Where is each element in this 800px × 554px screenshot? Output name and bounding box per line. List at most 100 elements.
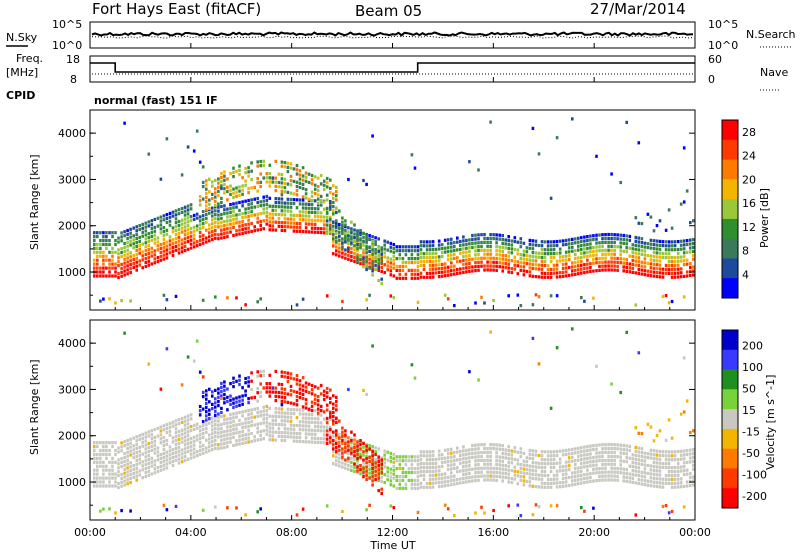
velocity-cell — [607, 462, 610, 466]
velocity-cell — [592, 479, 595, 483]
velocity-cell — [319, 413, 323, 417]
power-cell — [244, 171, 247, 175]
power-cell — [214, 199, 217, 203]
velocity-cell — [174, 446, 178, 451]
power-cell — [673, 259, 677, 264]
power-cell — [208, 223, 211, 227]
power-cell — [316, 193, 320, 197]
power-cell — [214, 178, 217, 182]
velocity-cell — [646, 463, 650, 468]
power-cell — [295, 221, 299, 225]
velocity-cell — [205, 414, 208, 418]
velocity-cell — [655, 484, 659, 489]
power-cell — [332, 233, 335, 237]
velocity-cell — [307, 382, 311, 386]
power-cell — [646, 273, 650, 277]
velocity-cell — [689, 483, 692, 488]
velocity-cell — [437, 473, 441, 477]
power-cell — [564, 262, 568, 266]
power-cell — [335, 219, 338, 223]
power-cell — [156, 224, 160, 228]
power-cell — [628, 270, 632, 274]
power-cell — [625, 250, 628, 254]
power-cell — [211, 184, 214, 188]
velocity-cell — [341, 451, 344, 455]
velocity-cell — [268, 430, 272, 434]
velocity-cell — [277, 390, 281, 395]
power-cell — [259, 164, 262, 168]
velocity-cell — [601, 462, 604, 466]
velocity-cell — [564, 460, 568, 464]
power-cell — [459, 271, 462, 275]
velocity-cell — [247, 436, 250, 440]
power-cell — [552, 267, 556, 271]
velocity-cell — [583, 481, 586, 485]
power-cell — [201, 197, 205, 201]
power-cell — [114, 262, 117, 266]
velocity-cell — [483, 450, 486, 454]
y-tick-label: 4000 — [58, 337, 86, 350]
velocity-cell — [450, 459, 453, 463]
power-cell — [223, 235, 226, 239]
velocity-cell — [268, 373, 272, 377]
velocity-cell — [229, 432, 232, 436]
power-cell — [220, 216, 223, 220]
power-heatmap-cells — [93, 117, 695, 308]
power-cell — [153, 249, 157, 253]
power-cell — [434, 271, 438, 275]
velocity-cell — [177, 418, 181, 422]
velocity-cell — [531, 465, 535, 469]
velocity-cell — [359, 447, 362, 451]
y-tick-label: 2000 — [58, 430, 86, 443]
velocity-cell — [586, 460, 589, 464]
velocity-cell — [265, 432, 269, 436]
power-cell — [468, 250, 471, 254]
velocity-cell — [304, 424, 308, 428]
velocity-cell — [192, 451, 196, 455]
velocity-cell — [186, 445, 190, 450]
velocity-cell — [640, 451, 644, 455]
velocity-cell — [177, 449, 181, 453]
power-cell — [217, 225, 220, 229]
velocity-cell — [211, 416, 214, 420]
velocity-cell — [180, 383, 184, 387]
power-cell — [232, 222, 235, 226]
power-cell — [459, 251, 462, 255]
power-cell — [344, 225, 347, 229]
velocity-cell — [292, 408, 296, 412]
power-cell — [177, 219, 181, 224]
velocity-cell — [198, 425, 202, 429]
velocity-cell — [540, 450, 544, 454]
power-cell — [574, 241, 577, 245]
power-cell — [356, 255, 359, 259]
power-cell — [437, 243, 441, 247]
power-cell — [347, 253, 350, 257]
velocity-cell — [667, 473, 671, 478]
velocity-cell — [156, 426, 160, 430]
velocity-cell — [205, 397, 208, 401]
velocity-cell — [613, 462, 616, 466]
velocity-cell — [307, 390, 311, 395]
velocity-cell — [171, 436, 175, 440]
velocity-cell — [208, 416, 211, 421]
power-cell — [589, 266, 592, 270]
velocity-cell — [271, 386, 275, 390]
velocity-cell — [625, 471, 628, 476]
velocity-cell — [465, 448, 468, 452]
power-cell — [398, 268, 402, 272]
velocity-cell — [159, 429, 163, 433]
power-cell — [682, 243, 686, 247]
power-cell — [232, 170, 235, 174]
velocity-cell — [440, 472, 444, 476]
power-cell — [238, 164, 241, 168]
velocity-cell — [474, 471, 477, 475]
power-cell — [147, 263, 151, 267]
velocity-cell — [325, 386, 329, 391]
power-cell — [162, 237, 166, 241]
velocity-cell — [483, 466, 486, 470]
power-cell — [102, 270, 105, 274]
velocity-cell — [171, 424, 175, 428]
velocity-cell — [268, 382, 272, 386]
velocity-cell — [634, 469, 638, 473]
power-cell — [676, 251, 680, 255]
